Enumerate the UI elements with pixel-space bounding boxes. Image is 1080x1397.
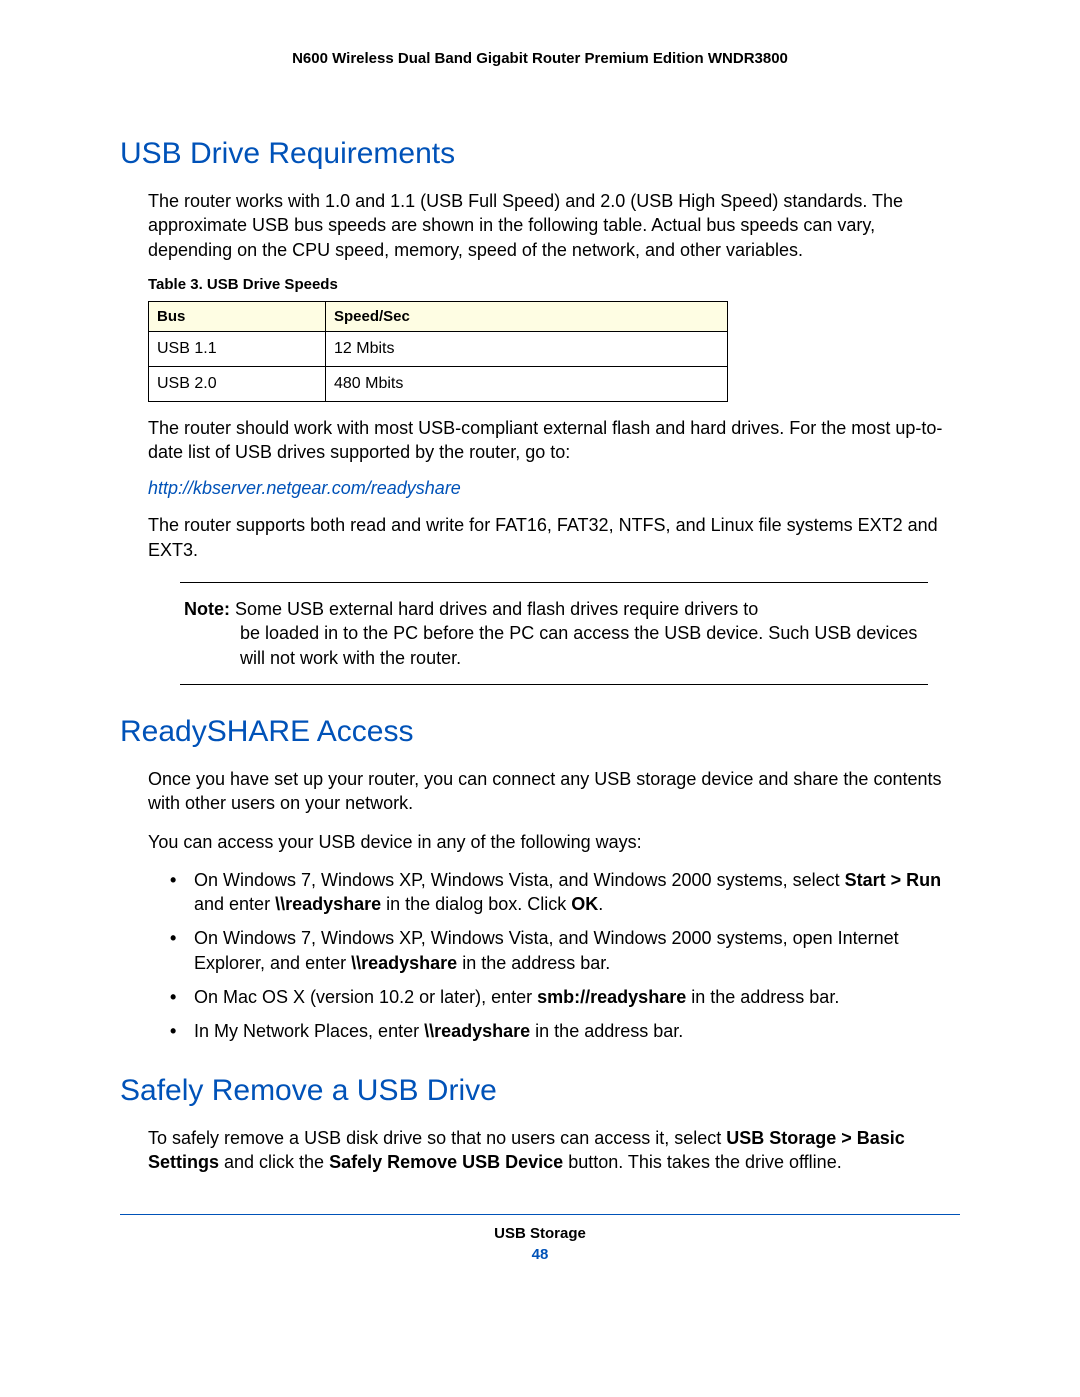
readyshare-link[interactable]: http://kbserver.netgear.com/readyshare <box>148 478 960 499</box>
table-cell: 480 Mbits <box>326 366 728 401</box>
bold-text: \\readyshare <box>424 1021 530 1041</box>
note-body: be loaded in to the PC before the PC can… <box>184 621 924 670</box>
table-caption: Table 3. USB Drive Speeds <box>148 276 960 293</box>
paragraph: The router should work with most USB-com… <box>120 416 960 465</box>
text: in the address bar. <box>686 987 839 1007</box>
list-item: On Mac OS X (version 10.2 or later), ent… <box>170 985 960 1009</box>
section-heading-usb-requirements: USB Drive Requirements <box>120 137 960 171</box>
table-row: USB 1.1 12 Mbits <box>149 331 728 366</box>
paragraph: The router supports both read and write … <box>120 513 960 562</box>
text: To safely remove a USB disk drive so tha… <box>148 1128 726 1148</box>
paragraph: Once you have set up your router, you ca… <box>120 767 960 816</box>
footer-section-title: USB Storage <box>120 1225 960 1242</box>
table-header: Bus <box>149 301 326 331</box>
section-heading-safely-remove: Safely Remove a USB Drive <box>120 1074 960 1108</box>
document-header: N600 Wireless Dual Band Gigabit Router P… <box>120 50 960 67</box>
bold-text: OK <box>571 894 598 914</box>
footer-page-number: 48 <box>120 1246 960 1263</box>
usb-speeds-table: Bus Speed/Sec USB 1.1 12 Mbits USB 2.0 4… <box>148 301 728 402</box>
paragraph: You can access your USB device in any of… <box>120 830 960 854</box>
text: in the dialog box. Click <box>381 894 571 914</box>
list-item: On Windows 7, Windows XP, Windows Vista,… <box>170 868 960 917</box>
bold-text: Start > Run <box>845 870 942 890</box>
paragraph: The router works with 1.0 and 1.1 (USB F… <box>120 189 960 262</box>
text: On Windows 7, Windows XP, Windows Vista,… <box>194 870 845 890</box>
text: and click the <box>219 1152 329 1172</box>
table-cell: 12 Mbits <box>326 331 728 366</box>
note-first-line: Some USB external hard drives and flash … <box>235 599 758 619</box>
text: . <box>598 894 603 914</box>
note-box: Note: Some USB external hard drives and … <box>180 582 928 685</box>
table-header: Speed/Sec <box>326 301 728 331</box>
access-methods-list: On Windows 7, Windows XP, Windows Vista,… <box>120 868 960 1044</box>
table-row: USB 2.0 480 Mbits <box>149 366 728 401</box>
text: On Mac OS X (version 10.2 or later), ent… <box>194 987 537 1007</box>
bold-text: smb://readyshare <box>537 987 686 1007</box>
section-heading-readyshare: ReadySHARE Access <box>120 715 960 749</box>
bold-text: Safely Remove USB Device <box>329 1152 563 1172</box>
page-footer: USB Storage 48 <box>120 1214 960 1263</box>
table-cell: USB 2.0 <box>149 366 326 401</box>
text: In My Network Places, enter <box>194 1021 424 1041</box>
bold-text: \\readyshare <box>351 953 457 973</box>
bold-text: \\readyshare <box>275 894 381 914</box>
text: in the address bar. <box>457 953 610 973</box>
text: in the address bar. <box>530 1021 683 1041</box>
paragraph: To safely remove a USB disk drive so tha… <box>120 1126 960 1175</box>
table-cell: USB 1.1 <box>149 331 326 366</box>
text: and enter <box>194 894 275 914</box>
note-label: Note: <box>184 599 230 619</box>
list-item: On Windows 7, Windows XP, Windows Vista,… <box>170 926 960 975</box>
list-item: In My Network Places, enter \\readyshare… <box>170 1019 960 1043</box>
text: button. This takes the drive offline. <box>563 1152 842 1172</box>
